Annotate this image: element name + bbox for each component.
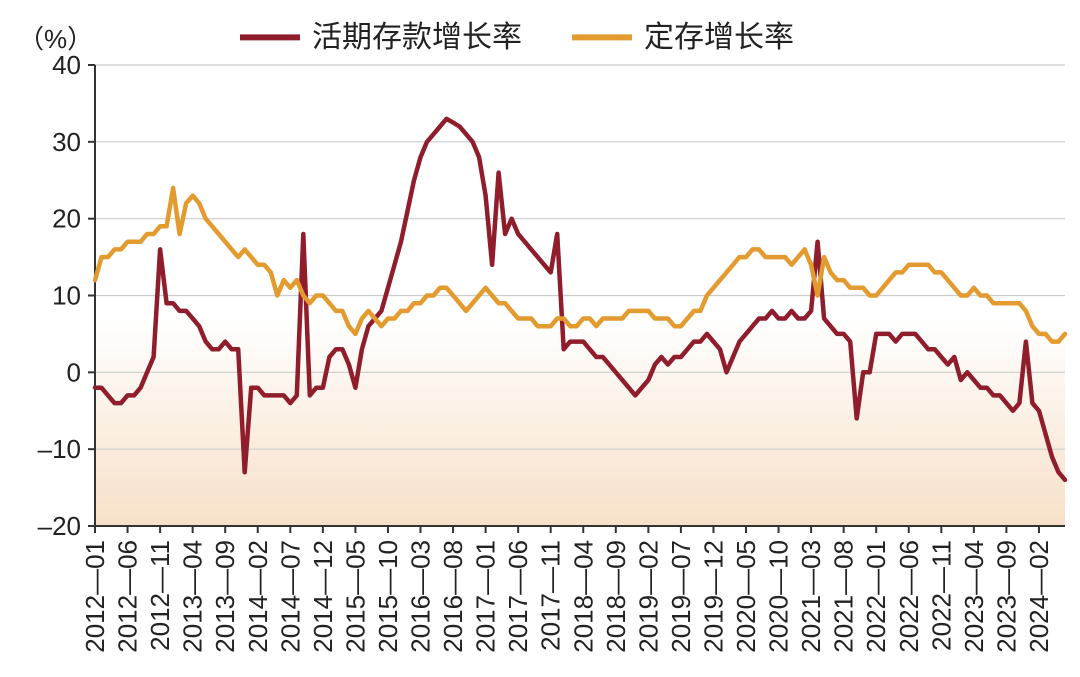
x-tick-label: 2019—02: [633, 540, 663, 653]
x-tick-label: 2013—04: [178, 540, 208, 653]
y-axis-unit-label: （%）: [18, 24, 93, 54]
x-tick-label: 2017—01: [471, 540, 501, 653]
x-tick-label: 2020—10: [764, 540, 794, 653]
x-tick-label: 2014—02: [243, 540, 273, 653]
y-tick-label: –20: [38, 511, 81, 541]
x-tick-label: 2019—07: [666, 540, 696, 653]
y-tick-label: 10: [52, 281, 81, 311]
x-tick-label: 2023—04: [959, 540, 989, 653]
x-tick-label: 2012—11: [145, 540, 175, 651]
x-tick-label: 2012—01: [80, 540, 110, 653]
x-tick-label: 2013—09: [210, 540, 240, 653]
x-tick-label: 2021—08: [829, 540, 859, 653]
x-tick-label: 2016—08: [438, 540, 468, 653]
y-tick-label: 20: [52, 204, 81, 234]
x-tick-label: 2017—11: [536, 540, 566, 651]
y-tick-label: 40: [52, 50, 81, 80]
deposit-growth-line-chart: –20–10010203040（%）2012—012012—062012—112…: [0, 0, 1080, 677]
y-tick-label: 0: [67, 357, 81, 387]
x-tick-label: 2020—05: [731, 540, 761, 653]
x-tick-label: 2022—11: [926, 540, 956, 651]
x-tick-label: 2017—06: [503, 540, 533, 653]
x-tick-label: 2012—06: [113, 540, 143, 653]
x-tick-label: 2015—10: [373, 540, 403, 653]
x-tick-label: 2022—06: [894, 540, 924, 653]
x-tick-label: 2016—03: [406, 540, 436, 653]
x-tick-label: 2014—07: [275, 540, 305, 653]
legend-label: 定存增长率: [644, 21, 794, 54]
x-tick-label: 2024—02: [1024, 540, 1054, 653]
x-tick-label: 2023—09: [991, 540, 1021, 653]
y-tick-label: 30: [52, 127, 81, 157]
x-tick-label: 2018—04: [568, 540, 598, 653]
x-tick-label: 2018—09: [601, 540, 631, 653]
x-tick-label: 2021—03: [796, 540, 826, 653]
x-tick-label: 2022—01: [861, 540, 891, 653]
y-tick-label: –10: [38, 434, 81, 464]
legend-label: 活期存款增长率: [312, 21, 522, 54]
chart-canvas: –20–10010203040（%）2012—012012—062012—112…: [0, 0, 1080, 677]
x-tick-label: 2014—12: [308, 540, 338, 653]
x-tick-label: 2015—05: [340, 540, 370, 653]
x-tick-label: 2019—12: [698, 540, 728, 653]
